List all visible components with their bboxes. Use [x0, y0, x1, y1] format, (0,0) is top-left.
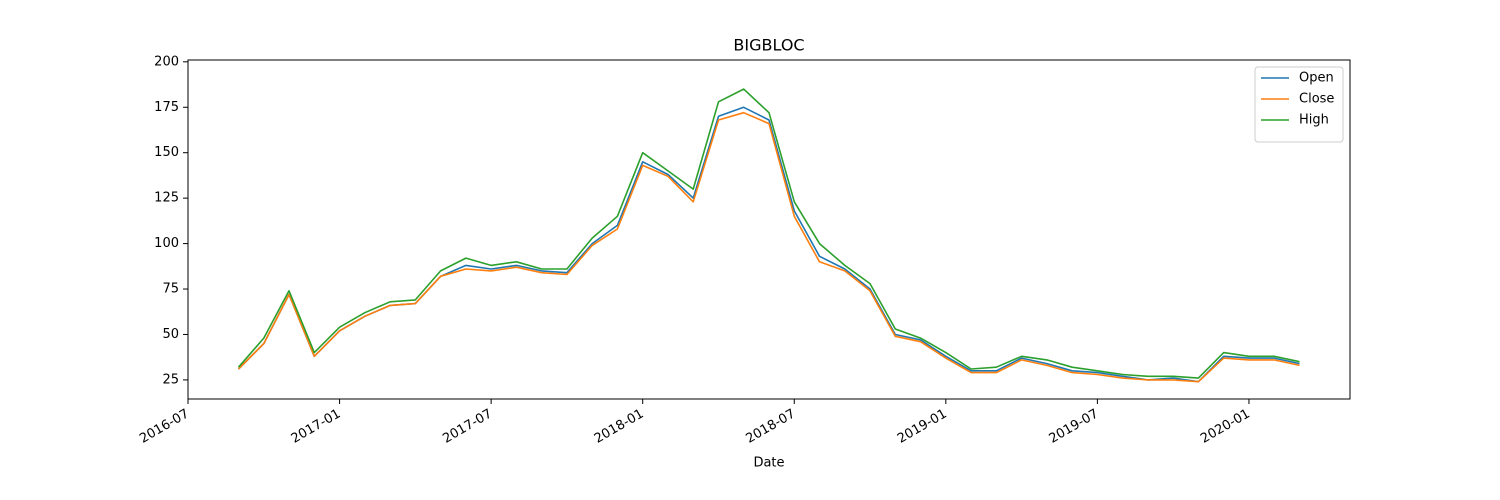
plot-frame	[187, 59, 1351, 400]
y-tick-label: 75	[162, 282, 179, 297]
y-tick-label: 25	[162, 372, 179, 387]
x-axis-label: Date	[753, 456, 784, 471]
line-series	[237, 111, 1300, 383]
y-tick-label: 200	[154, 54, 179, 69]
y-tick-label: 50	[162, 327, 179, 342]
legend-box	[1254, 66, 1344, 143]
y-tick-label: 175	[154, 100, 179, 115]
legend-label: High	[1299, 113, 1329, 128]
y-tick-label: 125	[154, 191, 179, 206]
legend-label: Close	[1299, 92, 1334, 107]
y-tick-label: 100	[154, 236, 179, 251]
chart-title: BIGBLOC	[733, 36, 804, 55]
legend-label: Open	[1299, 71, 1334, 86]
y-tick-label: 150	[154, 145, 179, 160]
line-series	[237, 88, 1300, 379]
